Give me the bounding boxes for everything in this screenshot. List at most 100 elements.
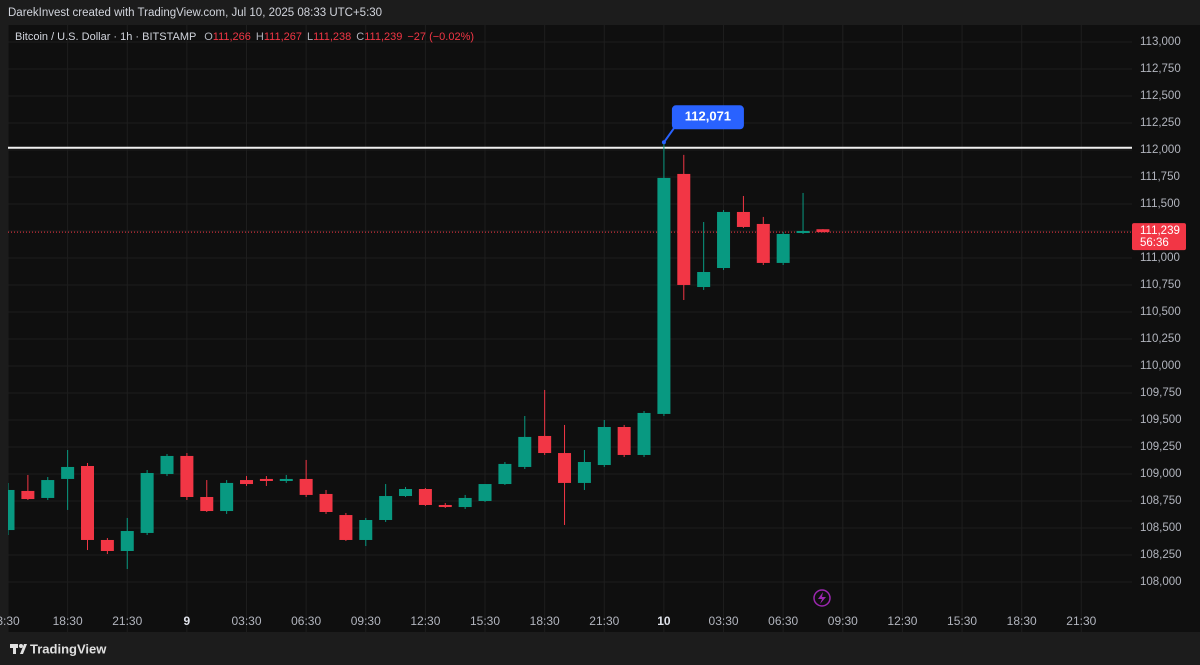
x-tick-label: 09:30 (828, 614, 858, 628)
candle-body (8, 489, 15, 531)
y-tick-label: 110,250 (1140, 333, 1181, 345)
candle-body (458, 497, 472, 508)
candle-body (41, 480, 55, 498)
y-tick-label: 109,250 (1140, 441, 1182, 453)
y-tick-label: 112,250 (1140, 117, 1181, 129)
y-tick-label: 109,000 (1140, 468, 1182, 480)
y-tick-label: 109,500 (1140, 414, 1182, 426)
legend-key: L (307, 31, 314, 43)
x-tick-label: 06:30 (768, 614, 798, 628)
x-tick-label: 15:30 (470, 614, 500, 628)
candle-body (120, 531, 134, 551)
countdown: 56:36 (1140, 237, 1169, 249)
candle-body (259, 478, 273, 482)
candle-body (756, 223, 770, 263)
candle-body (81, 465, 95, 540)
last-price-label: 111,239 (1140, 225, 1180, 237)
candles (8, 142, 1132, 570)
lightning-icon (813, 589, 831, 607)
candle-body (498, 463, 512, 485)
x-tick-label: 21:30 (112, 614, 142, 628)
y-tick-label: 111,000 (1140, 252, 1180, 264)
candle-body (577, 461, 591, 483)
x-tick-label: 18:30 (1007, 614, 1037, 628)
symbol: Bitcoin / U.S. Dollar · 1h · BITSTAMP (15, 31, 197, 43)
legend-change: −27 (−0.02%) (407, 31, 475, 43)
candle-body (379, 496, 393, 520)
x-tick-label: 18:30 (53, 614, 83, 628)
candle-body (240, 480, 254, 485)
x-tick-label: 9 (184, 614, 191, 628)
candle-body (518, 436, 532, 467)
candle-body (418, 488, 432, 505)
candle-body (180, 455, 194, 497)
x-tick-label: 3:30 (0, 614, 20, 628)
brand: TradingView (30, 641, 107, 656)
candle-body (558, 453, 572, 483)
legend-key: C (356, 31, 365, 43)
candle-body (776, 233, 790, 263)
y-tick-label: 111,500 (1140, 198, 1180, 210)
y-tick-label: 108,750 (1140, 495, 1182, 507)
legend-value: 111,267 (263, 31, 302, 43)
callout-label: 112,071 (685, 109, 731, 124)
callout-box (671, 105, 744, 130)
candle-body (160, 455, 174, 474)
legend-value: 111,238 (313, 31, 352, 43)
candle-body (637, 412, 651, 455)
legend-key: H (255, 31, 264, 43)
candle-body (200, 496, 214, 512)
y-tick-label: 108,000 (1140, 576, 1182, 588)
legend-value: 111,239 (364, 31, 403, 43)
callout-pointer (663, 127, 675, 143)
credit: DarekInvest created with TradingView.com… (8, 7, 382, 19)
y-tick-label: 111,750 (1140, 171, 1180, 183)
y-tick-label: 112,750 (1140, 63, 1181, 75)
candle-body (597, 427, 611, 466)
x-tick-label: 10 (657, 614, 671, 628)
candle-body (319, 493, 333, 513)
x-tick-label: 18:30 (530, 614, 560, 628)
candle-body (399, 488, 413, 497)
candle-body (339, 515, 353, 540)
axes: 108,000 108,250 108,500 108,750 109,000 109,2… (0, 36, 1182, 628)
x-tick-label: 21:30 (1066, 614, 1096, 628)
x-tick-label: 12:30 (887, 614, 917, 628)
x-tick-label: 09:30 (351, 614, 381, 628)
y-tick-label: 112,500 (1140, 90, 1181, 102)
brand-logo (10, 644, 27, 654)
grid (8, 25, 1132, 632)
x-tick-label: 03:30 (709, 614, 739, 628)
candle-body (100, 539, 114, 551)
y-tick-label: 108,250 (1140, 549, 1182, 561)
x-tick-label: 21:30 (589, 614, 619, 628)
candle-body (697, 272, 711, 288)
legend-key: O (204, 31, 213, 43)
candle-body (299, 478, 313, 495)
last-price-box (1132, 223, 1186, 251)
candle-body (657, 177, 671, 414)
y-tick-label: 110,500 (1140, 306, 1181, 318)
candle-body (140, 473, 154, 533)
candle-body (796, 230, 810, 234)
x-tick-label: 12:30 (410, 614, 440, 628)
candle-body (61, 466, 75, 479)
candle-body (220, 482, 234, 512)
y-tick-label: 112,000 (1140, 144, 1181, 156)
y-tick-label: 110,000 (1140, 360, 1181, 372)
y-tick-label: 110,750 (1140, 279, 1181, 291)
candle-body (816, 229, 830, 233)
candle-body (21, 490, 35, 500)
candle-body (438, 504, 452, 508)
callout-dot (661, 140, 666, 145)
y-tick-label: 113,000 (1140, 36, 1181, 48)
candle-body (617, 427, 631, 455)
candle-body (478, 484, 492, 501)
candle-body (359, 519, 373, 540)
legend-value: 111,266 (212, 31, 251, 43)
y-tick-label: 109,750 (1140, 387, 1182, 399)
y-tick-label: 108,500 (1140, 522, 1182, 534)
candle-body (717, 211, 731, 269)
